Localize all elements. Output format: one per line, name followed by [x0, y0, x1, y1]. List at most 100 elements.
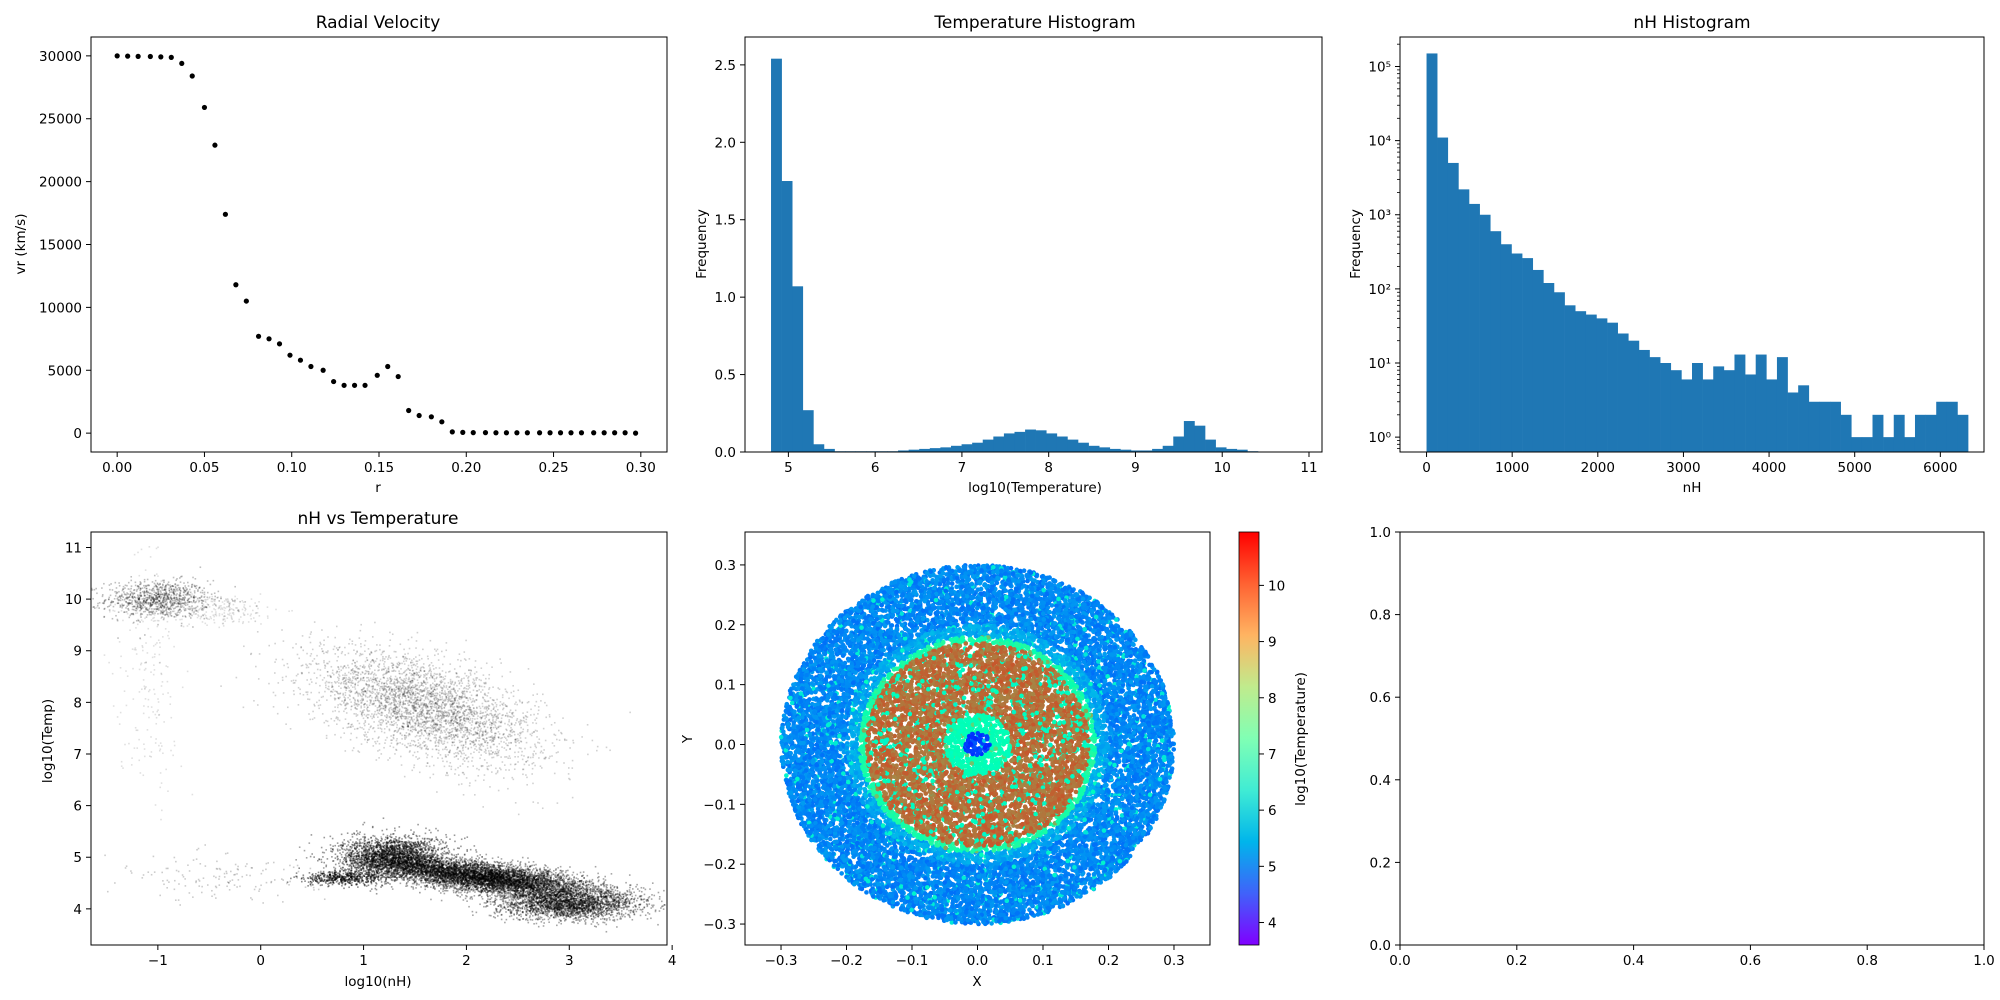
- scatter-point: [381, 724, 383, 726]
- scatter-point: [366, 704, 368, 706]
- radial-point: [547, 430, 552, 435]
- hist-bar: [1004, 433, 1015, 452]
- scatter-point: [462, 750, 464, 752]
- scatter-point: [172, 607, 174, 609]
- scatter-point: [357, 668, 359, 670]
- scatter-point: [124, 587, 126, 589]
- scatter-point: [468, 721, 470, 723]
- scatter-point: [415, 647, 417, 649]
- scatter-point: [392, 710, 394, 712]
- scatter-point: [257, 704, 259, 706]
- y-tick-label: 25000: [39, 112, 82, 128]
- hist-bar: [1734, 355, 1745, 452]
- scatter-point: [536, 736, 538, 738]
- scatter-point: [431, 756, 433, 758]
- scatter-point: [397, 664, 399, 666]
- scatter-point: [377, 716, 379, 718]
- scatter-point: [356, 667, 358, 669]
- scatter-point: [423, 685, 425, 687]
- scatter-point: [185, 604, 187, 606]
- scatter-point: [426, 696, 428, 698]
- scatter-point: [268, 683, 270, 685]
- scatter-point: [350, 701, 352, 703]
- hist-bar: [1692, 363, 1703, 452]
- scatter-point: [486, 714, 488, 716]
- radial-point: [602, 430, 607, 435]
- scatter-point: [212, 614, 214, 616]
- scatter-point: [251, 598, 253, 600]
- scatter-point: [425, 738, 427, 740]
- scatter-point: [444, 683, 446, 685]
- scatter-point: [175, 579, 177, 581]
- scatter-point: [418, 677, 420, 679]
- scatter-point: [450, 732, 452, 734]
- scatter-point: [423, 667, 425, 669]
- scatter-point: [339, 720, 341, 722]
- scatter-point: [454, 711, 456, 713]
- scatter-point: [425, 696, 427, 698]
- scatter-point: [285, 723, 287, 725]
- scatter-point: [471, 724, 473, 726]
- scatter-point: [404, 663, 406, 665]
- scatter-point: [186, 588, 188, 590]
- scatter-point: [408, 680, 410, 682]
- scatter-point: [428, 671, 430, 673]
- scatter-point: [307, 698, 309, 700]
- scatter-point: [327, 721, 329, 723]
- scatter-point: [157, 609, 159, 611]
- scatter-point: [332, 686, 334, 688]
- scatter-point: [338, 674, 340, 676]
- scatter-point: [448, 686, 450, 688]
- scatter-point: [469, 691, 471, 693]
- scatter-point: [224, 610, 226, 612]
- scatter-point: [136, 601, 138, 603]
- scatter-point: [92, 606, 94, 608]
- radial-xlabel: r: [375, 480, 381, 496]
- scatter-point: [201, 603, 203, 605]
- scatter-point: [419, 659, 421, 661]
- scatter-point: [223, 607, 225, 609]
- scatter-point: [404, 653, 406, 655]
- scatter-point: [447, 695, 449, 697]
- scatter-point: [401, 711, 403, 713]
- scatter-point: [348, 653, 350, 655]
- scatter-point: [445, 720, 447, 722]
- x-tick-label: 0.30: [626, 460, 656, 476]
- scatter-point: [165, 601, 167, 603]
- scatter-point: [417, 675, 419, 677]
- scatter-point: [451, 695, 453, 697]
- scatter-point: [128, 617, 130, 619]
- scatter-point: [468, 683, 470, 685]
- scatter-point: [200, 618, 202, 620]
- radial-point: [256, 334, 261, 339]
- scatter-point: [473, 742, 475, 744]
- scatter-point: [348, 687, 350, 689]
- scatter-point: [415, 701, 417, 703]
- scatter-point: [452, 700, 454, 702]
- scatter-point: [437, 684, 439, 686]
- scatter-point: [356, 650, 358, 652]
- scatter-point: [485, 682, 487, 684]
- scatter-point: [308, 713, 310, 715]
- scatter-point: [314, 717, 316, 719]
- scatter-point: [155, 593, 157, 595]
- scatter-point: [214, 592, 216, 594]
- scatter-point: [420, 729, 422, 731]
- scatter-point: [454, 713, 456, 715]
- scatter-point: [372, 745, 374, 747]
- scatter-point: [451, 734, 453, 736]
- scatter-point: [421, 667, 423, 669]
- scatter-point: [329, 661, 331, 663]
- scatter-point: [178, 584, 180, 586]
- scatter-point: [352, 660, 354, 662]
- scatter-point: [429, 730, 431, 732]
- scatter-point: [115, 595, 117, 597]
- scatter-point: [474, 748, 476, 750]
- scatter-point: [417, 685, 419, 687]
- scatter-point: [355, 688, 357, 690]
- scatter-point: [361, 702, 363, 704]
- scatter-point: [523, 720, 525, 722]
- scatter-point: [179, 619, 181, 621]
- scatter-point: [513, 690, 515, 692]
- scatter-point: [388, 721, 390, 723]
